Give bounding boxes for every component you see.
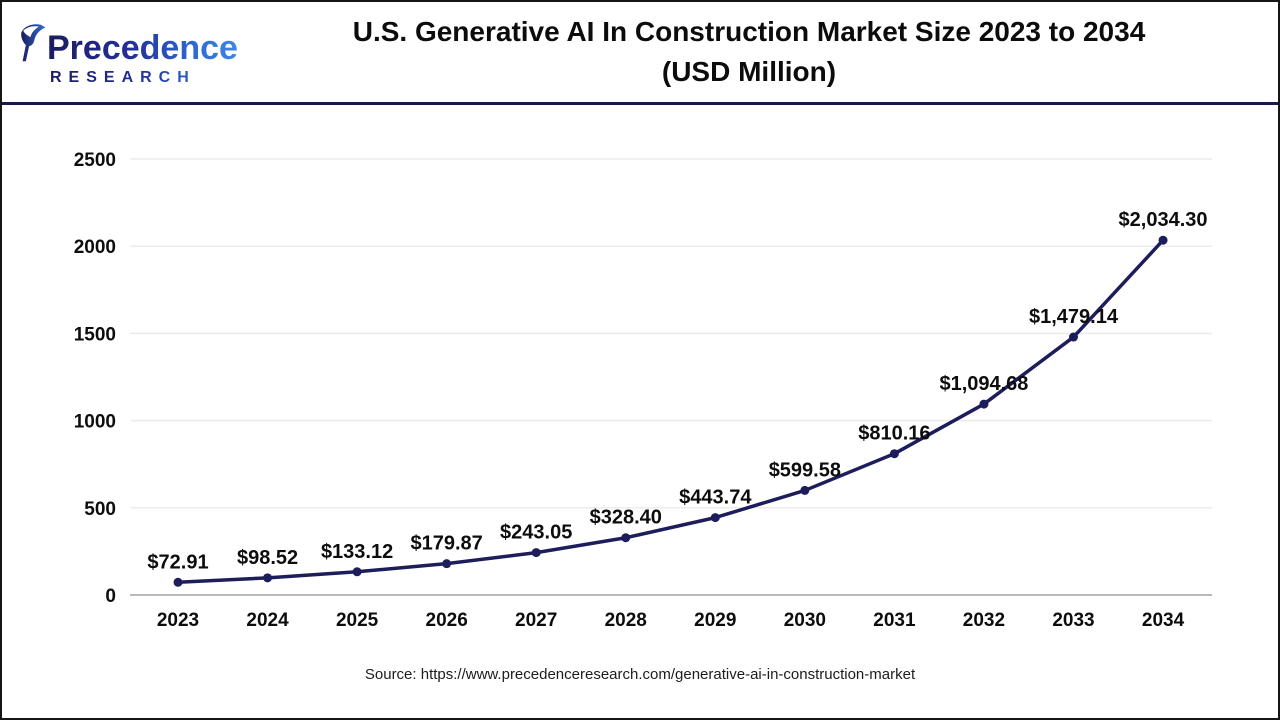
header: Precedence RESEARCH U.S. Generative AI I… (2, 2, 1278, 105)
data-point-label: $2,034.30 (1119, 209, 1208, 231)
data-point-label: $328.40 (590, 507, 662, 529)
y-tick-label: 0 (105, 586, 116, 607)
x-tick-label: 2033 (1052, 610, 1094, 631)
x-tick-label: 2023 (157, 610, 199, 631)
data-point (263, 573, 273, 583)
data-point (1158, 235, 1168, 245)
data-point-label: $810.16 (858, 423, 930, 445)
data-point-label: $243.05 (500, 522, 572, 544)
data-point (442, 559, 452, 569)
x-tick-label: 2032 (963, 610, 1005, 631)
series-line (176, 238, 1165, 585)
data-point (1069, 332, 1078, 342)
x-tick-label: 2025 (336, 610, 379, 631)
brand-logo: Precedence RESEARCH (20, 17, 252, 87)
data-point-label: $72.91 (147, 551, 208, 573)
data-point (710, 513, 720, 523)
data-point (531, 548, 541, 558)
line-chart: 0 500 1000 1500 2000 2500 2023 2024 2025 2026 2027… (74, 150, 1212, 631)
data-point-label: $179.87 (411, 533, 483, 555)
chart-title-block: U.S. Generative AI In Construction Marke… (252, 12, 1260, 92)
data-point (889, 449, 899, 459)
y-tick-label: 2500 (74, 150, 116, 171)
data-point-label: $98.52 (237, 547, 298, 569)
data-point-label: $1,094.68 (939, 373, 1028, 395)
y-tick-label: 500 (84, 499, 116, 520)
y-tick-label: 1500 (74, 324, 116, 345)
x-tick-label: 2030 (784, 610, 826, 631)
data-point (800, 485, 810, 495)
precedence-sail-icon (20, 21, 46, 65)
x-tick-label: 2029 (694, 610, 736, 631)
chart-area: 0 500 1000 1500 2000 2500 2023 2024 2025 2026 2027… (2, 105, 1278, 683)
x-tick-label: 2027 (515, 610, 557, 631)
data-point (352, 567, 362, 577)
brand-name: Precedence (47, 29, 238, 67)
x-tick-label: 2034 (1142, 610, 1185, 631)
y-tick-label: 2000 (74, 237, 116, 258)
brand-subtitle: RESEARCH (50, 69, 252, 87)
y-tick-label: 1000 (74, 412, 116, 433)
data-point (621, 533, 631, 543)
chart-title-line2: (USD Million) (661, 56, 837, 87)
source-citation: Source: https://www.precedenceresearch.c… (364, 666, 916, 683)
x-tick-label: 2031 (873, 610, 916, 631)
data-point-label: $133.12 (321, 541, 393, 563)
data-point-label: $1,479.14 (1029, 306, 1119, 328)
chart-title-line1: U.S. Generative AI In Construction Marke… (352, 16, 1146, 47)
x-tick-label: 2028 (605, 610, 647, 631)
x-tick-label: 2024 (246, 610, 289, 631)
data-point-label: $599.58 (769, 459, 841, 481)
x-tick-label: 2026 (426, 610, 468, 631)
data-point (979, 399, 989, 409)
data-point-label: $443.74 (679, 487, 752, 509)
data-point (173, 577, 183, 587)
